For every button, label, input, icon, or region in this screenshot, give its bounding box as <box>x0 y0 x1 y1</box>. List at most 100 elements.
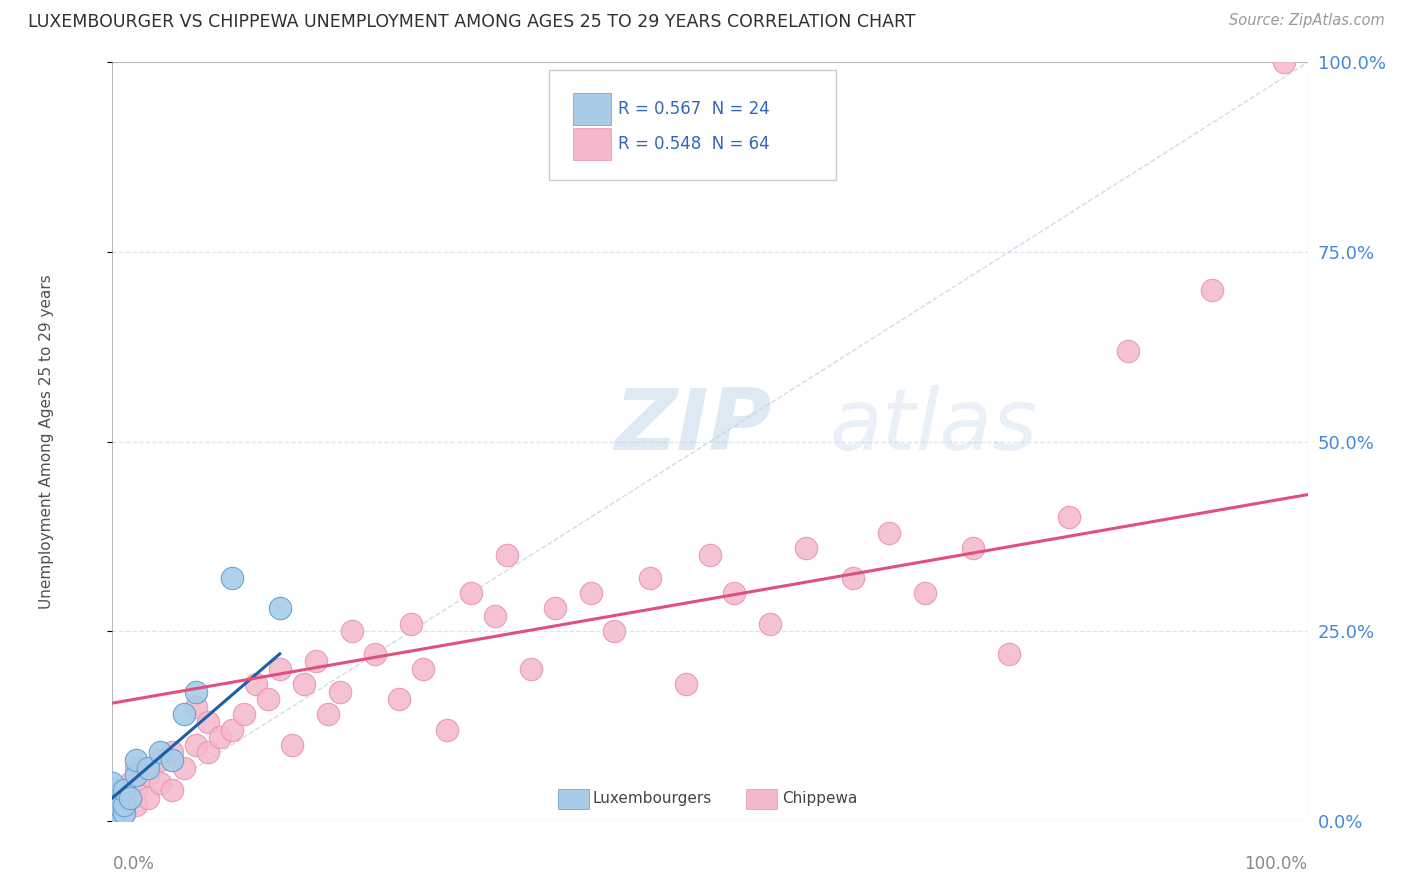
Point <box>138 791 160 805</box>
Point <box>496 548 519 563</box>
Point <box>101 814 124 828</box>
Point <box>114 783 135 797</box>
Point <box>364 647 387 661</box>
Text: atlas: atlas <box>830 384 1038 468</box>
Point <box>305 655 328 669</box>
Point <box>101 806 124 821</box>
Point <box>842 571 865 585</box>
FancyBboxPatch shape <box>558 789 589 808</box>
Point <box>149 746 172 760</box>
FancyBboxPatch shape <box>572 128 610 161</box>
Point <box>1272 55 1295 70</box>
Point <box>197 746 219 760</box>
Point <box>107 798 129 813</box>
Point <box>149 776 172 790</box>
Point <box>388 692 411 706</box>
Point <box>221 571 243 585</box>
Point <box>107 798 129 813</box>
Point <box>794 541 817 555</box>
Point <box>101 810 124 824</box>
Point <box>173 760 195 774</box>
Point <box>101 783 124 797</box>
Point <box>120 776 142 790</box>
Point <box>101 810 124 824</box>
Point <box>484 608 506 623</box>
Point <box>114 783 135 797</box>
Point <box>699 548 721 563</box>
Point <box>579 586 602 600</box>
Point <box>460 586 482 600</box>
Point <box>1201 283 1223 297</box>
Text: Source: ZipAtlas.com: Source: ZipAtlas.com <box>1229 13 1385 29</box>
Text: LUXEMBOURGER VS CHIPPEWA UNEMPLOYMENT AMONG AGES 25 TO 29 YEARS CORRELATION CHAR: LUXEMBOURGER VS CHIPPEWA UNEMPLOYMENT AM… <box>28 13 915 31</box>
Point <box>401 616 423 631</box>
Point <box>107 814 129 828</box>
Point <box>162 746 183 760</box>
Point <box>120 791 142 805</box>
Point <box>197 715 219 730</box>
Point <box>107 814 129 828</box>
Point <box>316 707 339 722</box>
Point <box>221 723 243 737</box>
Point <box>257 692 280 706</box>
Point <box>340 624 363 639</box>
Text: R = 0.548  N = 64: R = 0.548 N = 64 <box>619 136 769 153</box>
Text: ZIP: ZIP <box>614 384 772 468</box>
Point <box>101 806 124 821</box>
Point <box>101 814 124 828</box>
Point <box>114 806 135 821</box>
Point <box>233 707 256 722</box>
Point <box>186 685 208 699</box>
Text: Unemployment Among Ages 25 to 29 years: Unemployment Among Ages 25 to 29 years <box>39 274 55 609</box>
Point <box>125 753 148 767</box>
FancyBboxPatch shape <box>548 70 835 180</box>
Point <box>998 647 1021 661</box>
Text: 0.0%: 0.0% <box>112 855 155 872</box>
Point <box>329 685 352 699</box>
Point <box>879 525 901 540</box>
Point <box>101 798 124 813</box>
Point <box>138 760 160 774</box>
Point <box>162 753 183 767</box>
Point <box>101 791 124 805</box>
Point <box>101 814 124 828</box>
Text: Luxembourgers: Luxembourgers <box>593 791 713 806</box>
Text: 100.0%: 100.0% <box>1244 855 1308 872</box>
Point <box>412 662 434 676</box>
Point <box>675 677 697 691</box>
Text: R = 0.567  N = 24: R = 0.567 N = 24 <box>619 100 769 118</box>
Point <box>186 699 208 714</box>
Point <box>1118 343 1140 358</box>
Point <box>520 662 543 676</box>
Point <box>125 783 148 797</box>
Point <box>186 738 208 752</box>
FancyBboxPatch shape <box>572 93 610 125</box>
Point <box>125 798 148 813</box>
Point <box>543 601 565 615</box>
Point <box>138 768 160 782</box>
Point <box>125 768 148 782</box>
Point <box>759 616 782 631</box>
Point <box>292 677 315 691</box>
Point <box>125 760 148 774</box>
Point <box>101 798 124 813</box>
Point <box>114 806 135 821</box>
Point <box>173 707 195 722</box>
Point <box>245 677 267 691</box>
FancyBboxPatch shape <box>747 789 778 808</box>
Point <box>209 730 232 744</box>
Point <box>281 738 304 752</box>
Point <box>101 791 124 805</box>
Point <box>101 806 124 821</box>
Point <box>436 723 458 737</box>
Point <box>149 753 172 767</box>
Point <box>114 798 135 813</box>
Point <box>1057 510 1080 524</box>
Point <box>162 783 183 797</box>
Point <box>640 571 662 585</box>
Point <box>962 541 984 555</box>
Point <box>723 586 745 600</box>
Point <box>114 798 135 813</box>
Point <box>269 662 291 676</box>
Point <box>914 586 936 600</box>
